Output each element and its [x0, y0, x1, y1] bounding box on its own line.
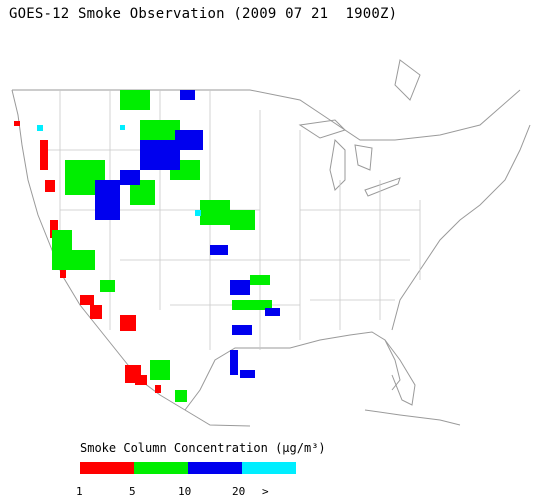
great-lakes-michigan [329, 138, 346, 191]
legend-bin-20 [242, 462, 296, 474]
legend-tick-1: 1 [76, 485, 83, 498]
smoke-low [14, 121, 161, 393]
smoke-very-high [37, 125, 201, 216]
legend-tick-overflow: > [262, 485, 269, 498]
great-lakes-superior [298, 119, 346, 139]
legend-title: Smoke Column Concentration (μg/m³) [80, 441, 326, 455]
great-lakes-huron [354, 144, 373, 171]
legend-bin-1 [80, 462, 134, 474]
smoke-map [11, 59, 531, 427]
legend-tick-5: 5 [129, 485, 136, 498]
florida-peninsula [384, 339, 416, 406]
great-lakes-erie [364, 177, 401, 197]
map-title: GOES-12 Smoke Observation (2009 07 21 19… [9, 6, 398, 22]
coastline [11, 59, 531, 427]
smoke-high [95, 90, 280, 378]
smoke-mid [52, 90, 272, 402]
legend-colorbar [80, 462, 296, 474]
gulf-coast [184, 331, 401, 411]
state-boundaries [40, 90, 421, 350]
newfoundland-coast [394, 59, 421, 101]
mexico-coast [184, 409, 251, 427]
legend-bin-5 [134, 462, 188, 474]
canada-border [12, 89, 521, 141]
atlantic-coast [391, 124, 531, 331]
legend-tick-20: 20 [232, 485, 246, 498]
legend-tick-10: 10 [178, 485, 192, 498]
legend-bin-10 [188, 462, 242, 474]
smoke-clusters [14, 90, 280, 402]
cuba [364, 409, 461, 426]
